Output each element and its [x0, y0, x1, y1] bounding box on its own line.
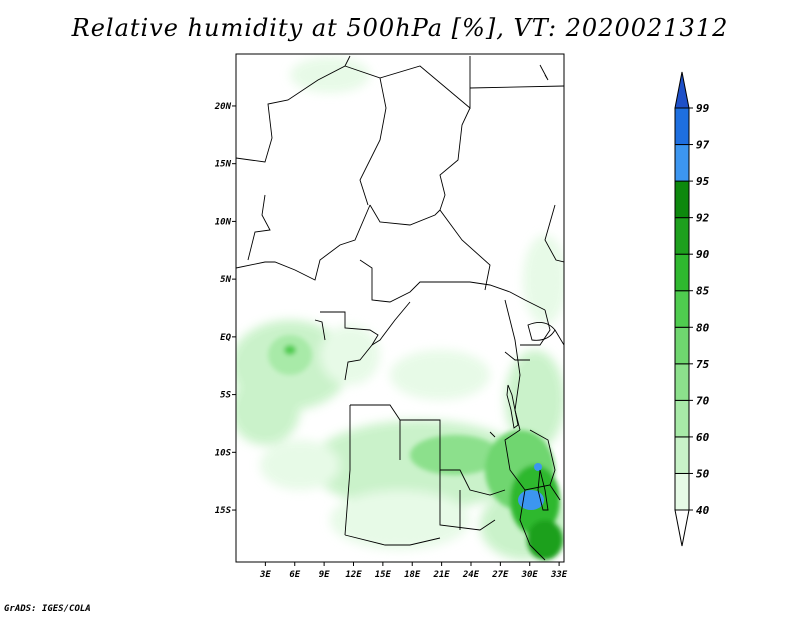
lat-tick-label: 10N [215, 217, 232, 227]
colorbar-level-label: 50 [696, 467, 710, 480]
humidity-max-spot [534, 463, 542, 471]
lon-tick-label: 3E [259, 570, 271, 580]
lake-malawi [537, 469, 549, 511]
lat-tick-label: EQ [220, 333, 231, 343]
colorbar-band [674, 399, 690, 438]
country-borders [236, 55, 564, 561]
lon-tick-label: 9E [319, 570, 330, 580]
humidity-patch-sw [260, 440, 340, 490]
lon-tick-label: 24E [462, 570, 480, 580]
lat-tick-label: 15S [215, 506, 232, 516]
colorbar-level-label: 97 [696, 139, 710, 152]
lon-tick-label: 33E [550, 570, 568, 580]
humidity-patch-east [523, 235, 564, 325]
colorbar-level-label: 99 [696, 102, 710, 115]
colorbar-band [674, 436, 690, 474]
humidity-patch-south [330, 490, 470, 550]
colorbar-level-label: 60 [696, 431, 710, 444]
lon-tick-label: 21E [432, 570, 450, 580]
colorbar-band [674, 107, 690, 146]
colorbar-level-label: 90 [696, 248, 710, 261]
lat-tick-label: 15N [215, 160, 232, 170]
humidity-patch-congo [320, 325, 380, 385]
lon-tick-label: 27E [491, 570, 509, 580]
humidity-core-zambia [410, 435, 500, 475]
humidity-core-moz-south [527, 520, 563, 560]
colorbar-band [674, 253, 690, 292]
lake-victoria [527, 321, 556, 341]
humidity-patch-drc [390, 350, 490, 400]
lon-tick-label: 12E [345, 570, 362, 580]
lat-tick-label: 20N [214, 102, 232, 112]
humidity-patch-coast [236, 375, 300, 445]
colorbar-level-label: 70 [696, 394, 710, 407]
latitude-axis: 20N 15N 10N 5N EQ 5S 10S 15S [214, 102, 236, 516]
colorbar-top-triangle [674, 71, 690, 109]
lat-tick-label: 5N [220, 275, 231, 285]
colorbar-bottom-triangle [674, 509, 690, 547]
colorbar-level-label: 95 [696, 175, 710, 188]
humidity-patch-north [290, 57, 370, 93]
colorbar-band [674, 472, 690, 511]
colorbar-band [674, 290, 690, 328]
lake-mweru [489, 431, 496, 438]
colorbar-band [674, 217, 690, 255]
humidity-peak-gabon [284, 345, 296, 355]
colorbar-band [674, 326, 690, 365]
lon-tick-label: 15E [375, 570, 392, 580]
lon-tick-label: 30E [521, 570, 539, 580]
map-frame [235, 53, 565, 563]
grads-credit: GrADS: IGES/COLA [4, 604, 91, 614]
colorbar-band [674, 180, 690, 219]
lakes [489, 321, 556, 511]
lon-tick-label: 18E [404, 570, 421, 580]
longitude-axis: 3E 6E 9E 12E 15E 18E 21E 24E 27E 30E 33E [259, 562, 568, 580]
lat-tick-label: 5S [220, 391, 231, 401]
colorbar-level-label: 75 [696, 358, 710, 371]
colorbar-level-label: 40 [696, 504, 710, 517]
colorbar-level-label: 85 [696, 285, 710, 298]
colorbar: 40 50 60 70 75 80 85 90 92 95 97 99 [674, 71, 710, 547]
lat-tick-label: 10S [215, 448, 232, 458]
colorbar-level-label: 92 [696, 212, 710, 225]
colorbar-band [674, 363, 690, 401]
colorbar-level-label: 80 [696, 321, 710, 334]
lake-tanganyika [506, 384, 519, 429]
map-title: Relative humidity at 500hPa [%], VT: 202… [71, 14, 729, 42]
lon-tick-label: 6E [289, 570, 300, 580]
colorbar-band [674, 144, 690, 182]
humidity-field [236, 57, 564, 560]
